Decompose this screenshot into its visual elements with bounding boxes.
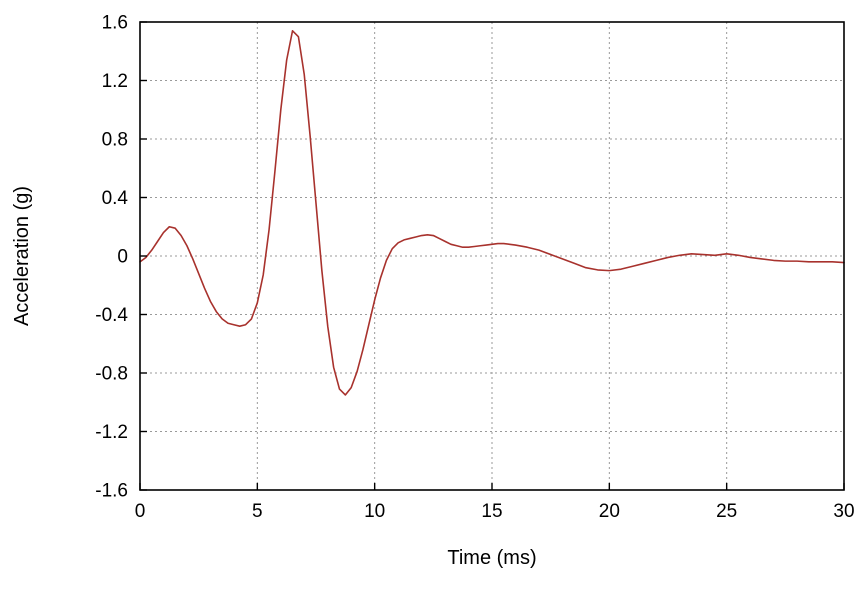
x-tick-label: 25 — [716, 501, 737, 522]
acceleration-line — [139, 29, 845, 396]
y-tick-label: -0.4 — [95, 305, 128, 326]
x-tick-label: 10 — [364, 501, 385, 522]
y-tick-label: -0.8 — [95, 364, 128, 385]
axis-ticks — [139, 21, 845, 491]
y-axis-title: Acceleration (g) — [11, 186, 33, 326]
grid-lines — [140, 22, 844, 490]
y-tick-label: -1.6 — [95, 481, 128, 502]
signal-series — [139, 29, 845, 396]
x-tick-label: 0 — [135, 501, 146, 522]
x-tick-label: 30 — [833, 501, 854, 522]
y-tick-label: 0.4 — [102, 188, 129, 209]
x-axis-title: Time (ms) — [447, 547, 536, 569]
y-tick-label: 0 — [117, 247, 128, 268]
y-tick-label: 1.2 — [102, 71, 128, 92]
tick-labels: 0 5 10 15 20 25 30 -1.6 -1.2 -0.8 -0.4 0 0.4 0.8 1.2 1.… — [95, 13, 854, 523]
y-tick-label: 0.8 — [102, 130, 128, 151]
x-tick-label: 5 — [252, 501, 263, 522]
x-tick-label: 20 — [599, 501, 620, 522]
x-tick-label: 15 — [481, 501, 502, 522]
y-tick-label: 1.6 — [102, 13, 128, 34]
y-tick-label: -1.2 — [95, 422, 128, 443]
